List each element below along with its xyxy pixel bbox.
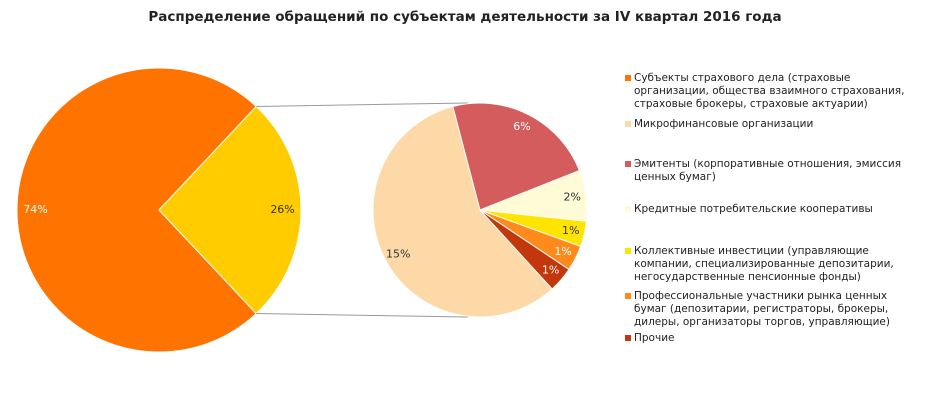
slice-label: 74% bbox=[23, 203, 47, 216]
pie-slice bbox=[452, 102, 581, 211]
legend-label: Субъекты страхового дела (страховые орга… bbox=[634, 72, 905, 110]
legend-swatch bbox=[625, 335, 631, 341]
pie-slice bbox=[372, 105, 553, 318]
pie-slice bbox=[479, 209, 570, 290]
legend-item: Эмитенты (корпоративные отношения, эмисс… bbox=[625, 158, 915, 184]
pie-slice bbox=[158, 105, 302, 315]
legend-item: Субъекты страхового дела (страховые орга… bbox=[625, 72, 915, 111]
legend-item: Микрофинансовые организации bbox=[625, 118, 915, 131]
connector-line bbox=[256, 102, 469, 107]
slice-label: 6% bbox=[513, 120, 530, 133]
legend-swatch bbox=[625, 121, 631, 127]
slice-label: 2% bbox=[564, 190, 581, 203]
chart-title: Распределение обращений по субъектам дея… bbox=[148, 9, 781, 25]
legend-label: Профессиональные участники рынка ценных … bbox=[634, 290, 890, 328]
slice-label: 26% bbox=[270, 203, 294, 216]
slice-label: 15% bbox=[386, 247, 410, 260]
legend-label: Кредитные потребительские кооперативы bbox=[634, 203, 873, 215]
legend-item: Профессиональные участники рынка ценных … bbox=[625, 290, 915, 329]
legend-label: Эмитенты (корпоративные отношения, эмисс… bbox=[634, 158, 902, 183]
legend-item: Кредитные потребительские кооперативы bbox=[625, 203, 915, 216]
slice-label: 1% bbox=[562, 224, 579, 237]
legend-label: Микрофинансовые организации bbox=[634, 118, 814, 130]
legend-swatch bbox=[625, 161, 631, 167]
connector-line bbox=[256, 313, 469, 318]
slice-label: 1% bbox=[542, 264, 559, 277]
slice-label: 1% bbox=[554, 245, 571, 258]
legend-item: Прочие bbox=[625, 332, 915, 345]
legend-swatch bbox=[625, 206, 631, 212]
legend-label: Прочие bbox=[634, 332, 675, 344]
pie-slice bbox=[16, 67, 257, 353]
legend-swatch bbox=[625, 248, 631, 254]
legend-item: Коллективные инвестиции (управляющие ком… bbox=[625, 245, 915, 284]
legend-swatch bbox=[625, 75, 631, 81]
legend-swatch bbox=[625, 293, 631, 299]
legend-label: Коллективные инвестиции (управляющие ком… bbox=[634, 245, 894, 283]
